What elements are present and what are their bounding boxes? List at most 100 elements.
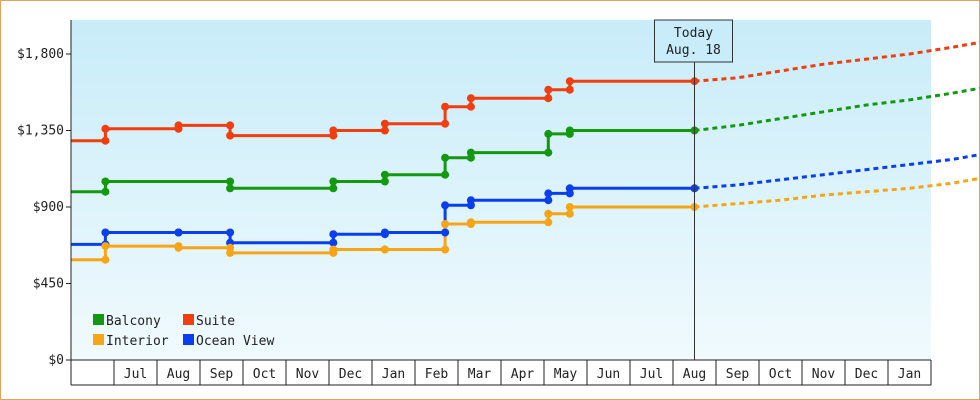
data-point-ocean-view — [466, 196, 475, 205]
legend-label-balcony: Balcony — [106, 314, 161, 329]
data-point-suite — [441, 102, 450, 111]
data-point-balcony — [441, 153, 450, 162]
data-point-interior — [565, 203, 574, 211]
data-point-suite — [101, 124, 110, 133]
data-point-ocean-view — [441, 228, 450, 237]
today-marker: Today Aug. 18 — [654, 19, 733, 360]
data-point-suite — [226, 121, 235, 130]
legend-swatch-interior — [93, 334, 104, 345]
data-point-ocean-view — [565, 184, 574, 193]
month-label: Jul — [640, 367, 663, 382]
month-label: May — [554, 367, 578, 382]
forecast-line-suite — [694, 40, 980, 83]
y-tick-label: $0 — [48, 353, 64, 368]
data-point-balcony — [101, 177, 110, 186]
axes: $0 $450 $900 $1,350 $1,800 Jul Aug Sep Oct Nov Dec… — [17, 20, 932, 386]
data-point-balcony — [329, 184, 338, 193]
y-tick-label: $1,800 — [17, 47, 64, 62]
data-point-balcony — [441, 170, 450, 179]
data-point-interior — [565, 209, 574, 218]
month-label: Sep — [726, 367, 750, 382]
data-point-suite — [101, 136, 110, 145]
data-point-interior — [174, 243, 183, 252]
data-point-suite — [565, 85, 574, 94]
data-point-interior — [101, 255, 110, 264]
legend-swatch-ocean-view — [183, 334, 194, 345]
data-point-suite — [380, 126, 389, 135]
data-point-interior — [544, 218, 553, 227]
today-box — [654, 19, 733, 63]
data-point-interior — [329, 245, 338, 254]
data-point-balcony — [101, 187, 110, 196]
data-point-interior — [226, 248, 235, 257]
data-point-balcony — [226, 177, 235, 186]
month-label: Feb — [425, 367, 449, 382]
data-point-ocean-view — [441, 201, 450, 210]
plot-background — [71, 20, 931, 360]
data-point-suite — [226, 131, 235, 140]
forecast-lines — [694, 40, 980, 209]
month-label: Jan — [382, 367, 405, 382]
data-point-suite — [380, 119, 389, 128]
data-point-interior — [441, 245, 450, 254]
data-point-ocean-view — [226, 228, 235, 237]
data-point-ocean-view — [101, 228, 110, 237]
month-label: Dec — [855, 367, 878, 382]
legend-label-ocean-view: Ocean View — [196, 334, 274, 349]
data-point-balcony — [565, 126, 574, 135]
y-tick-label: $1,350 — [17, 124, 64, 139]
data-point-suite — [466, 102, 475, 111]
data-point-balcony — [226, 184, 235, 193]
y-tick-label: $900 — [33, 200, 64, 215]
month-label: Jun — [597, 367, 620, 382]
data-point-suite — [329, 126, 338, 135]
data-point-suite — [544, 94, 553, 103]
month-label: Aug — [167, 367, 190, 382]
month-label: Oct — [253, 367, 276, 382]
today-label: Today — [674, 26, 713, 41]
data-point-ocean-view — [544, 196, 553, 205]
data-point-balcony — [329, 177, 338, 186]
month-label: Jan — [898, 367, 921, 382]
legend-label-interior: Interior — [106, 334, 169, 349]
month-label: Nov — [812, 367, 836, 382]
data-point-interior — [380, 245, 389, 254]
legend: Balcony Suite Interior Ocean View — [93, 314, 274, 349]
data-point-ocean-view — [329, 238, 338, 247]
data-point-suite — [441, 119, 450, 128]
data-point-ocean-view — [544, 189, 553, 198]
data-point-suite — [174, 121, 183, 130]
data-point-ocean-view — [380, 228, 389, 237]
data-point-balcony — [380, 177, 389, 186]
y-tick-label: $450 — [33, 277, 64, 292]
month-label: Dec — [339, 367, 362, 382]
legend-swatch-balcony — [93, 314, 104, 325]
data-point-suite — [466, 94, 475, 103]
month-label: Mar — [468, 367, 492, 382]
data-point-balcony — [544, 148, 553, 157]
month-label: Jul — [124, 367, 147, 382]
legend-label-suite: Suite — [196, 314, 235, 329]
forecast-line-ocean-view — [694, 153, 980, 190]
data-point-ocean-view — [329, 230, 338, 239]
data-point-interior — [466, 218, 475, 227]
series-markers — [101, 77, 699, 264]
forecast-line-balcony — [694, 86, 980, 132]
data-point-interior — [441, 220, 450, 228]
data-point-interior — [101, 242, 110, 251]
month-label: Oct — [769, 367, 792, 382]
data-point-balcony — [466, 148, 475, 157]
month-label: Apr — [511, 367, 535, 382]
month-label: Sep — [210, 367, 234, 382]
month-label: Aug — [683, 367, 706, 382]
data-point-suite — [565, 77, 574, 86]
data-point-ocean-view — [174, 228, 183, 237]
data-point-balcony — [544, 129, 553, 138]
legend-swatch-suite — [183, 314, 194, 325]
today-date-label: Aug. 18 — [666, 43, 721, 58]
data-point-balcony — [380, 170, 389, 179]
month-label: Nov — [296, 367, 320, 382]
data-point-suite — [544, 85, 553, 94]
data-point-interior — [544, 209, 553, 218]
